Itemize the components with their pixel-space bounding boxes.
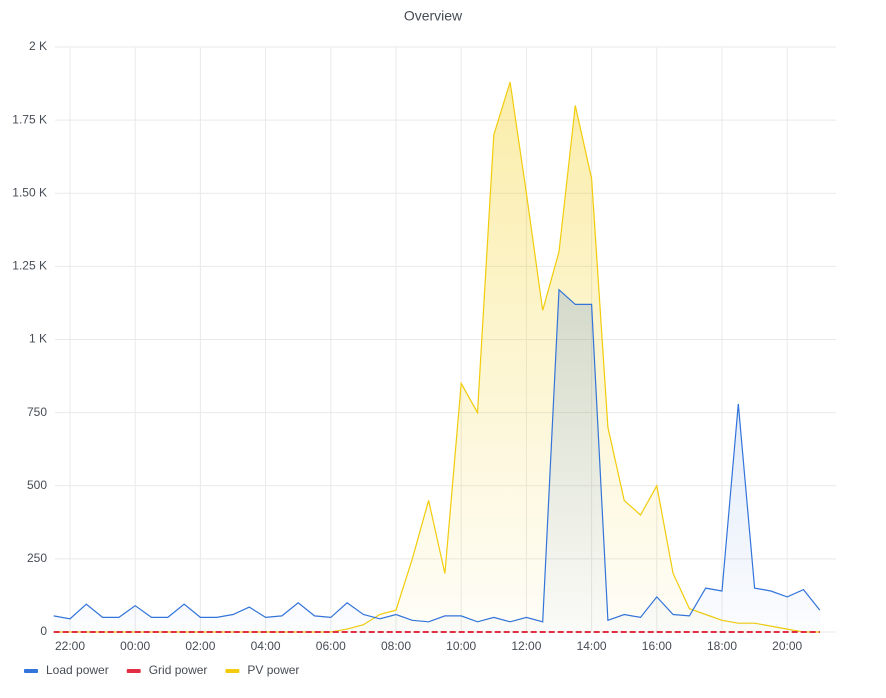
y-tick-label: 500 [27, 478, 47, 492]
legend-label: Grid power [149, 663, 208, 677]
y-tick-label: 1 K [29, 332, 47, 346]
legend-swatch [225, 669, 240, 673]
x-tick-label: 12:00 [511, 639, 541, 653]
x-tick-label: 10:00 [446, 639, 476, 653]
x-tick-label: 16:00 [642, 639, 672, 653]
x-tick-label: 02:00 [185, 639, 215, 653]
area [53, 289, 820, 632]
chart-title: Overview [404, 8, 463, 24]
y-tick-label: 2 K [29, 39, 47, 53]
x-tick-label: 00:00 [120, 639, 150, 653]
y-tick-label: 250 [27, 551, 47, 565]
y-tick-label: 1.75 K [12, 112, 47, 126]
x-tick-label: 08:00 [381, 639, 411, 653]
x-tick-label: 22:00 [55, 639, 85, 653]
y-tick-label: 1.50 K [12, 185, 47, 199]
line [53, 288, 821, 623]
legend-label: Load power [46, 663, 109, 677]
x-tick-label: 14:00 [577, 639, 607, 653]
x-tick-label: 04:00 [251, 639, 281, 653]
legend-label: PV power [247, 663, 299, 677]
legend-swatch [126, 669, 141, 673]
y-tick-label: 1.25 K [12, 259, 47, 273]
x-tick-label: 20:00 [772, 639, 802, 653]
x-tick-label: 06:00 [316, 639, 346, 653]
y-tick-label: 0 [40, 624, 47, 638]
x-tick-label: 18:00 [707, 639, 737, 653]
y-tick-label: 750 [27, 405, 47, 419]
legend-swatch [24, 669, 38, 673]
